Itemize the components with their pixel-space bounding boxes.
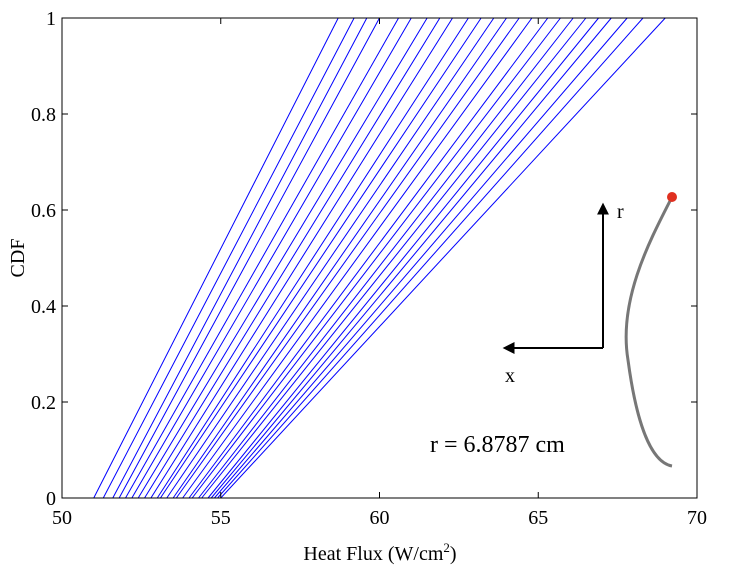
cdf-line	[217, 17, 644, 499]
x-tick-label: 60	[370, 507, 390, 529]
cdf-line	[131, 17, 412, 499]
y-tick-label: 0.6	[31, 200, 56, 222]
x-label-close: )	[450, 543, 457, 565]
cdf-line	[144, 17, 441, 499]
plot-frame	[61, 17, 698, 499]
cdf-line	[188, 17, 549, 499]
y-tick-label: 0.4	[31, 296, 56, 318]
blade-profile	[624, 196, 674, 468]
y-tick-label: 0.8	[31, 104, 56, 126]
inset: r x r = 6.8787 cm	[430, 192, 677, 468]
cdf-line	[172, 17, 507, 499]
cdf-line	[160, 17, 482, 499]
x-label-text: Heat Flux (W/cm	[303, 543, 443, 565]
x-tick-label: 70	[687, 507, 707, 529]
cdf-line	[112, 17, 368, 499]
plot-area: 50 55 60 65 70 0 0.2 0.4 0.6 0.8 1	[31, 8, 707, 529]
annotation: r = 6.8787 cm	[430, 432, 565, 458]
cdf-line	[150, 17, 453, 499]
y-axis-label: CDF	[7, 239, 29, 278]
cdf-line	[102, 17, 355, 499]
cdf-line	[156, 17, 469, 499]
inset-label-r: r	[617, 201, 624, 223]
x-axis-label: Heat Flux (W/cm2)	[303, 540, 456, 565]
y-tick-label: 1	[46, 8, 56, 30]
cdf-line	[198, 17, 574, 499]
cdf-line	[118, 17, 380, 499]
inset-label-x: x	[505, 365, 515, 387]
y-tick-label: 0	[46, 488, 56, 510]
cdf-line	[201, 17, 587, 499]
cdf-line	[207, 17, 599, 499]
cdf-line	[182, 17, 533, 499]
cdf-line	[214, 17, 628, 499]
cdf-line	[137, 17, 428, 499]
cdf-line	[125, 17, 399, 499]
x-tick-label: 50	[52, 507, 72, 529]
x-tick-label: 65	[528, 507, 548, 529]
cdf-line	[220, 17, 666, 499]
cdf-line	[191, 17, 561, 499]
x-tick-label: 55	[211, 507, 231, 529]
cdf-line	[175, 17, 520, 499]
location-dot	[667, 192, 677, 202]
cdf-line	[93, 17, 339, 499]
y-tick-label: 0.2	[31, 392, 56, 414]
cdf-line	[166, 17, 495, 499]
x-label-sup: 2	[443, 540, 450, 555]
cdf-line	[210, 17, 612, 499]
